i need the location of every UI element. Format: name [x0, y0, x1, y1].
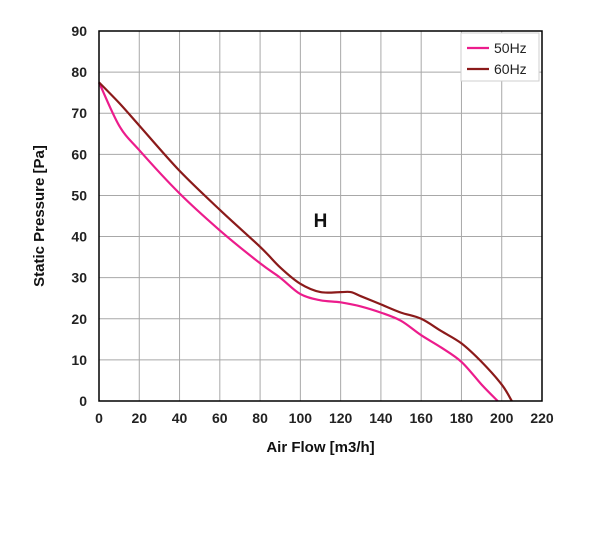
y-tick-label: 40	[71, 229, 87, 245]
legend-label: 60Hz	[494, 61, 527, 77]
x-tick-label: 120	[329, 410, 353, 426]
y-tick-label: 60	[71, 146, 87, 162]
y-tick-label: 0	[79, 393, 87, 409]
plot-frame	[98, 30, 543, 402]
y-tick-label: 70	[71, 105, 87, 121]
y-tick-label: 50	[71, 187, 87, 203]
y-tick-label: 20	[71, 311, 87, 327]
y-tick-label: 80	[71, 64, 87, 80]
x-tick-label: 140	[369, 410, 393, 426]
x-tick-label: 60	[212, 410, 228, 426]
x-tick-label: 20	[131, 410, 147, 426]
x-tick-label: 220	[530, 410, 554, 426]
legend-box	[460, 32, 540, 82]
x-tick-label: 160	[410, 410, 434, 426]
x-axis-title: Air Flow [m3/h]	[266, 439, 374, 456]
x-tick-label: 80	[252, 410, 268, 426]
y-tick-label: 10	[71, 352, 87, 368]
x-tick-labels: 0 20 40 60 80 100 120 140 160 180 200 220	[95, 410, 554, 426]
x-tick-label: 180	[450, 410, 474, 426]
y-axis-title: Static Pressure [Pa]	[31, 145, 48, 287]
x-tick-label: 100	[289, 410, 313, 426]
series-lines	[98, 81, 513, 402]
legend: 50Hz 60Hz	[460, 32, 540, 82]
x-tick-label: 40	[172, 410, 188, 426]
annotation-label: H	[314, 211, 328, 232]
series-line-60Hz	[98, 81, 513, 402]
series-line-50Hz	[98, 81, 499, 402]
x-tick-label: 0	[95, 410, 103, 426]
y-tick-label: 90	[71, 23, 87, 39]
x-tick-label: 200	[490, 410, 514, 426]
legend-label: 50Hz	[494, 40, 527, 56]
y-tick-labels: 0 10 20 30 40 50 60 70 80 90	[71, 23, 87, 409]
y-tick-label: 30	[71, 270, 87, 286]
